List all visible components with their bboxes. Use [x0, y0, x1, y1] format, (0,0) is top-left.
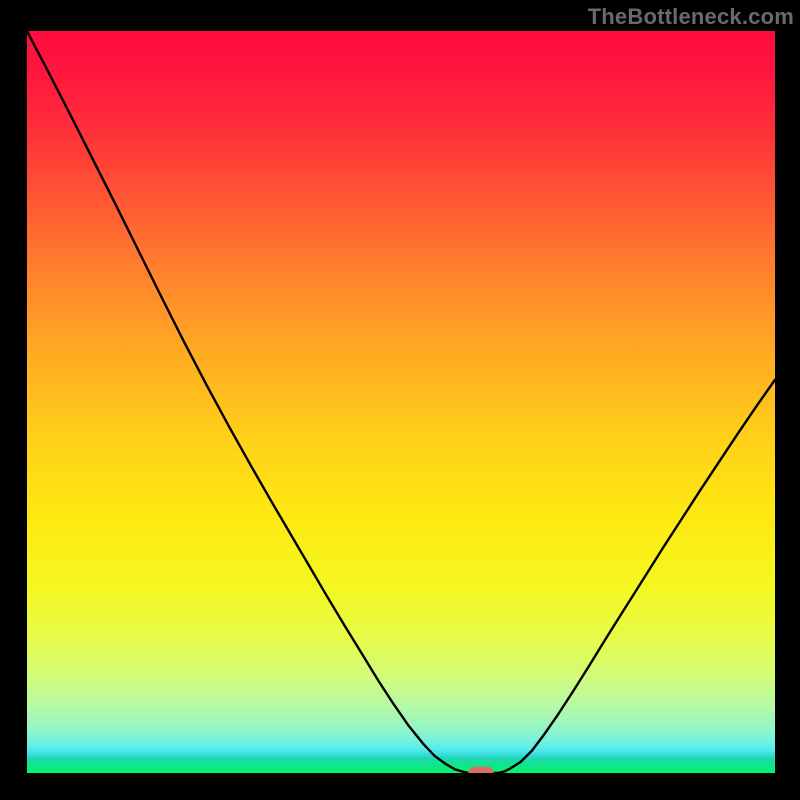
- plot-background: [27, 31, 775, 773]
- optimal-marker: [468, 767, 493, 780]
- bottleneck-chart: [0, 0, 800, 800]
- watermark-label: TheBottleneck.com: [588, 4, 794, 30]
